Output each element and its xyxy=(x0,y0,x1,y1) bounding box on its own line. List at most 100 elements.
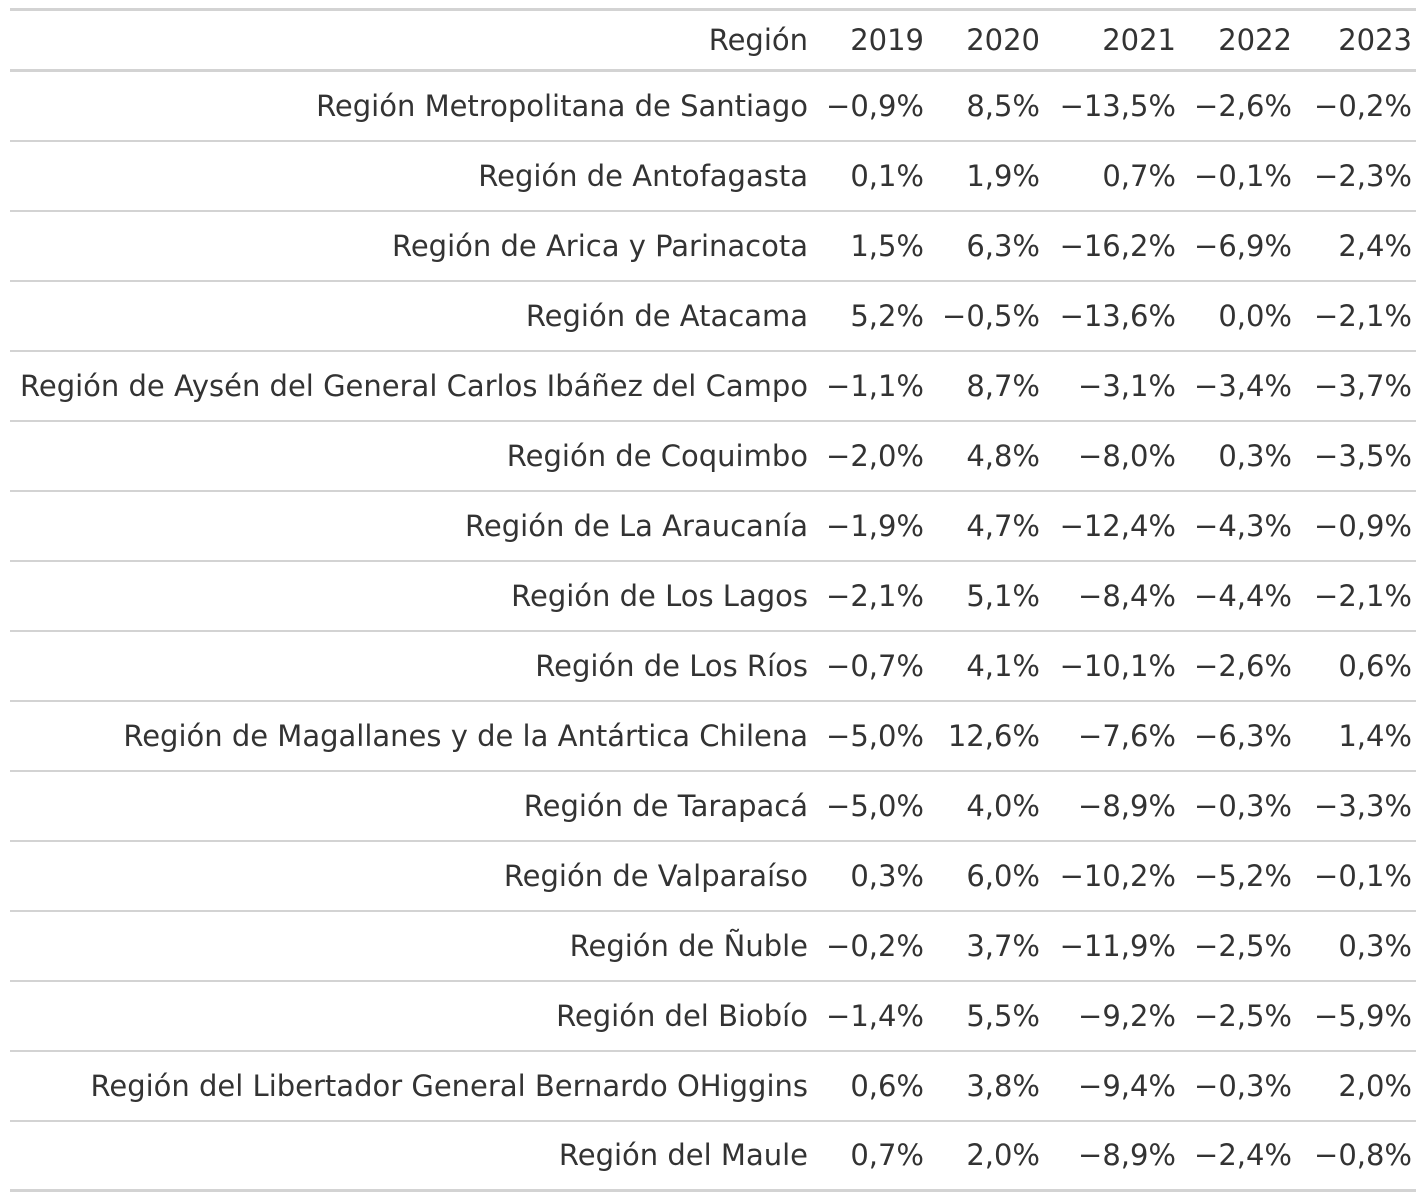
column-header-region: Región xyxy=(10,9,812,72)
value-cell-2020: 4,0% xyxy=(928,769,1044,841)
region-name-cell: Región del Maule xyxy=(10,1119,812,1191)
value-cell-2021: −8,4% xyxy=(1044,559,1180,631)
value-cell-2020: 4,7% xyxy=(928,489,1044,561)
value-cell-2019: 0,6% xyxy=(812,1049,928,1121)
value-cell-2023: 2,4% xyxy=(1296,209,1416,281)
value-cell-2019: 5,2% xyxy=(812,279,928,351)
value-cell-2021: −8,0% xyxy=(1044,419,1180,491)
value-cell-2022: −6,3% xyxy=(1180,699,1296,771)
value-cell-2023: 2,0% xyxy=(1296,1049,1416,1121)
region-name-cell: Región de Antofagasta xyxy=(10,139,812,211)
value-cell-2019: 0,1% xyxy=(812,139,928,211)
region-name-cell: Región Metropolitana de Santiago xyxy=(316,88,808,123)
column-header-2022: 2022 xyxy=(1180,9,1296,72)
header-row: Región 2019 2020 2021 2022 2023 xyxy=(10,9,1416,72)
value-cell-2019: −1,1% xyxy=(812,349,928,421)
value-cell-2021: −9,4% xyxy=(1044,1049,1180,1121)
value-cell-2022: −3,4% xyxy=(1180,349,1296,421)
value-cell-2020: 2,0% xyxy=(928,1119,1044,1191)
value-cell-2022: −2,5% xyxy=(1180,979,1296,1051)
value-cell-2021: −10,1% xyxy=(1044,629,1180,701)
table-row: Región de Aysén del General Carlos Ibáñe… xyxy=(10,349,1416,421)
value-cell-2022: 0,0% xyxy=(1180,279,1296,351)
value-cell-2021: −13,5% xyxy=(1059,88,1176,123)
region-name-cell: Región de Ñuble xyxy=(10,909,812,981)
value-cell-2021: 0,7% xyxy=(1044,139,1180,211)
value-cell-2019: −2,0% xyxy=(812,419,928,491)
value-cell-2022: −0,3% xyxy=(1180,1049,1296,1121)
data-table-container: Región 2019 2020 2021 2022 2023 Región Metrop… xyxy=(10,8,1416,1192)
value-cell-2019: 1,5% xyxy=(812,209,928,281)
value-cell-2022: −4,4% xyxy=(1180,559,1296,631)
value-cell-2023: 1,4% xyxy=(1296,699,1416,771)
table-row: Región de Los Ríos −0,7% 4,1% −10,1% −2,6% 0,… xyxy=(10,629,1416,701)
table-row: Región Metropolitana de Santiago −0,9% 8,5… xyxy=(10,71,1416,141)
value-cell-2020: 5,5% xyxy=(928,979,1044,1051)
value-cell-2020: 8,5% xyxy=(966,88,1040,123)
table-row: Región del Maule 0,7% 2,0% −8,9% −2,4% −0,8% xyxy=(10,1119,1416,1191)
table-row: Región de Valparaíso 0,3% 6,0% −10,2% −5,2% −… xyxy=(10,839,1416,911)
value-cell-2022: −2,6% xyxy=(1194,88,1292,123)
table-row: Región de La Araucanía −1,9% 4,7% −12,4% −4,… xyxy=(10,489,1416,561)
value-cell-2019: −0,2% xyxy=(812,909,928,981)
value-cell-2019: −1,4% xyxy=(812,979,928,1051)
value-cell-2022: −2,5% xyxy=(1180,909,1296,981)
value-cell-2023: −2,1% xyxy=(1296,559,1416,631)
value-cell-2021: −7,6% xyxy=(1044,699,1180,771)
value-cell-2022: 0,3% xyxy=(1180,419,1296,491)
region-name-cell: Región de Los Ríos xyxy=(10,629,812,701)
region-name-cell: Región de Los Lagos xyxy=(10,559,812,631)
value-cell-2022: −5,2% xyxy=(1180,839,1296,911)
table-row: Región de Arica y Parinacota 1,5% 6,3% −16,… xyxy=(10,209,1416,281)
value-cell-2019: −5,0% xyxy=(812,769,928,841)
value-cell-2020: 8,7% xyxy=(928,349,1044,421)
value-cell-2023: 0,6% xyxy=(1296,629,1416,701)
value-cell-2021: −13,6% xyxy=(1044,279,1180,351)
value-cell-2022: −2,6% xyxy=(1180,629,1296,701)
value-cell-2023: −0,1% xyxy=(1296,839,1416,911)
table-row: Región de Antofagasta 0,1% 1,9% 0,7% −0,1% −2… xyxy=(10,139,1416,211)
value-cell-2023: −2,3% xyxy=(1296,139,1416,211)
value-cell-2022: −6,9% xyxy=(1180,209,1296,281)
value-cell-2019: −1,9% xyxy=(812,489,928,561)
value-cell-2019: −0,9% xyxy=(826,88,924,123)
value-cell-2023: −3,7% xyxy=(1296,349,1416,421)
table-row: Región del Libertador General Bernardo O… xyxy=(10,1049,1416,1121)
value-cell-2019: 0,3% xyxy=(812,839,928,911)
value-cell-2021: −8,9% xyxy=(1044,769,1180,841)
table-row: Región del Biobío −1,4% 5,5% −9,2% −2,5% −5,9… xyxy=(10,979,1416,1051)
column-header-2023: 2023 xyxy=(1296,9,1416,72)
value-cell-2023: −0,9% xyxy=(1296,489,1416,561)
table-header: Región 2019 2020 2021 2022 2023 xyxy=(10,9,1416,72)
value-cell-2019: −0,7% xyxy=(812,629,928,701)
region-name-cell: Región de La Araucanía xyxy=(10,489,812,561)
value-cell-2023: −2,1% xyxy=(1296,279,1416,351)
region-name-cell: Región de Aysén del General Carlos Ibáñe… xyxy=(10,349,812,421)
region-name-cell: Región de Arica y Parinacota xyxy=(10,209,812,281)
value-cell-2023: 0,3% xyxy=(1296,909,1416,981)
value-cell-2022: −4,3% xyxy=(1180,489,1296,561)
table-row: Región de Magallanes y de la Antártica C… xyxy=(10,699,1416,771)
value-cell-2022: −0,1% xyxy=(1180,139,1296,211)
value-cell-2019: −5,0% xyxy=(812,699,928,771)
column-header-2020: 2020 xyxy=(928,9,1044,72)
value-cell-2021: −12,4% xyxy=(1044,489,1180,561)
value-cell-2023: −3,5% xyxy=(1296,419,1416,491)
value-cell-2021: −3,1% xyxy=(1044,349,1180,421)
region-name-cell: Región del Biobío xyxy=(10,979,812,1051)
value-cell-2021: −10,2% xyxy=(1044,839,1180,911)
column-header-2019: 2019 xyxy=(812,9,928,72)
value-cell-2020: 3,7% xyxy=(928,909,1044,981)
column-header-2021: 2021 xyxy=(1044,9,1180,72)
value-cell-2019: −2,1% xyxy=(812,559,928,631)
value-cell-2023: −5,9% xyxy=(1296,979,1416,1051)
table-body: Región Metropolitana de Santiago −0,9% 8,5… xyxy=(10,71,1416,1191)
region-name-cell: Región de Tarapacá xyxy=(10,769,812,841)
value-cell-2021: −11,9% xyxy=(1044,909,1180,981)
value-cell-2020: 1,9% xyxy=(928,139,1044,211)
table-row: Región de Tarapacá −5,0% 4,0% −8,9% −0,3% −3,… xyxy=(10,769,1416,841)
value-cell-2022: −0,3% xyxy=(1180,769,1296,841)
value-cell-2020: 4,8% xyxy=(928,419,1044,491)
value-cell-2022: −2,4% xyxy=(1180,1119,1296,1191)
table-row: Región de Coquimbo −2,0% 4,8% −8,0% 0,3% −3,5… xyxy=(10,419,1416,491)
